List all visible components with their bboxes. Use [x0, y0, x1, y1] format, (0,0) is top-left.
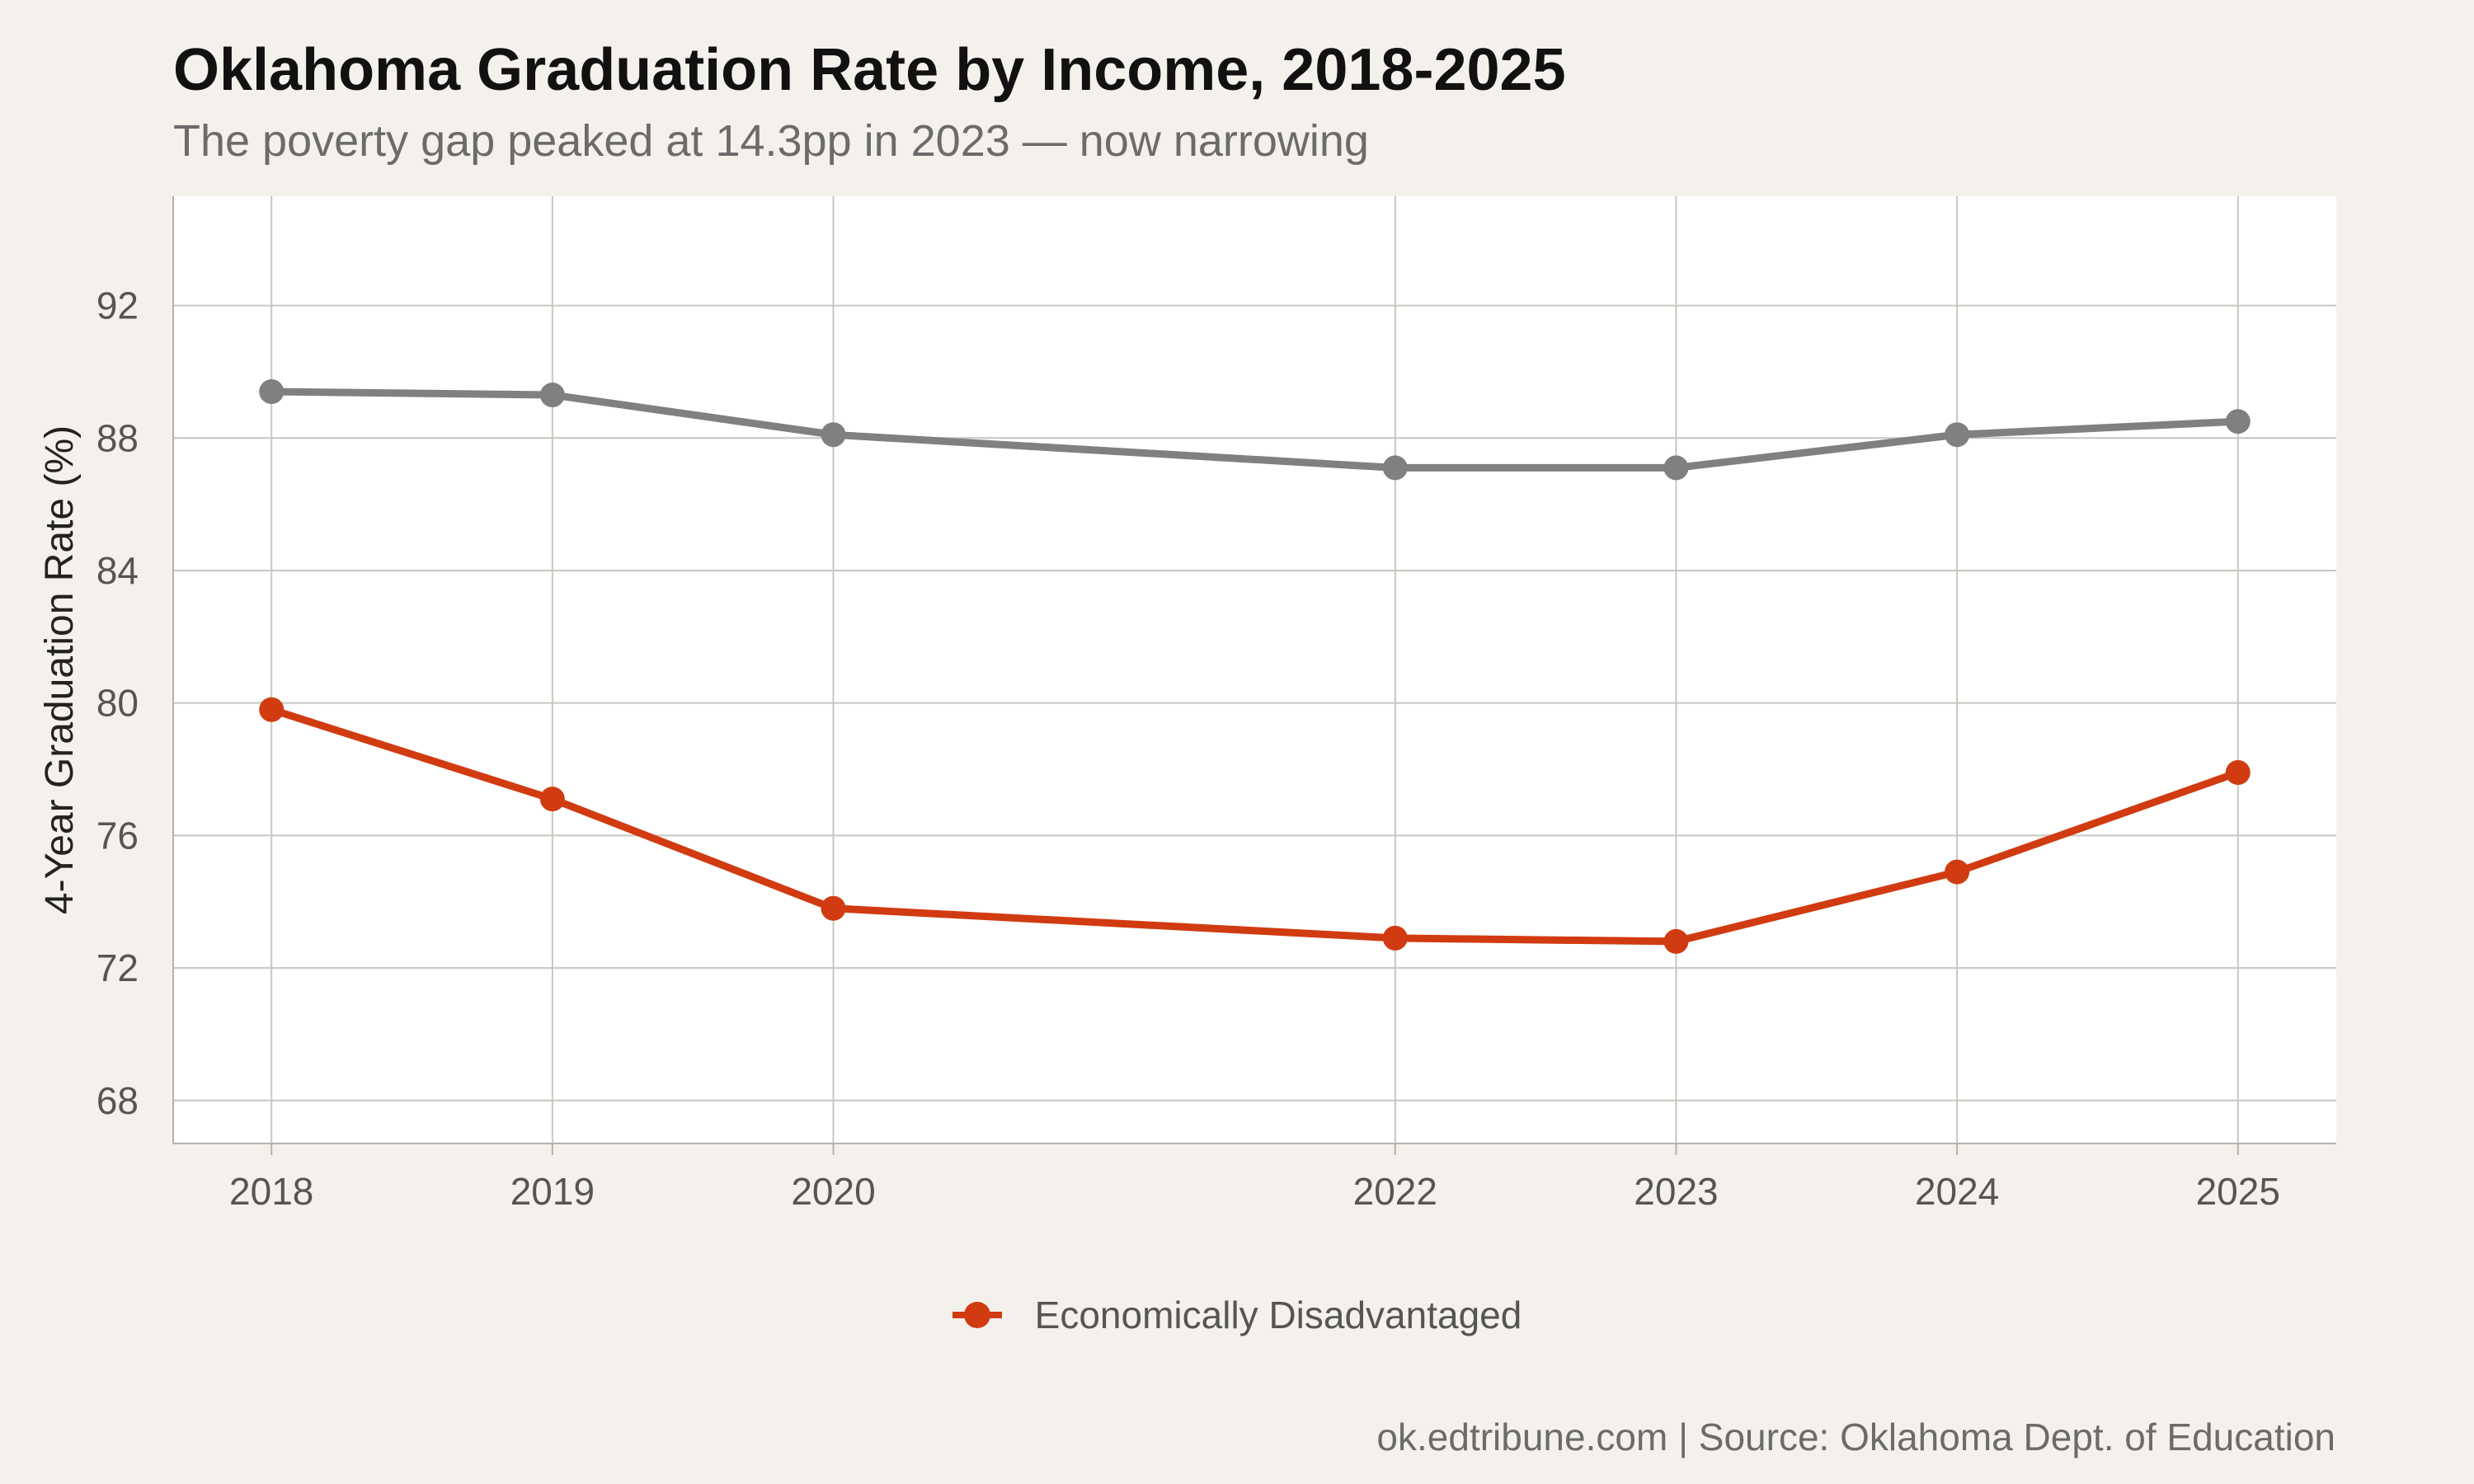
- y-tick-label: 72: [96, 946, 139, 989]
- legend-label: Economically Disadvantaged: [1034, 1294, 1522, 1336]
- legend-key-icon: [952, 1298, 1002, 1331]
- x-tick-label: 2024: [1915, 1170, 1999, 1213]
- data-point-1: [539, 787, 565, 812]
- y-tick-label: 92: [96, 284, 139, 327]
- chart-subtitle: The poverty gap peaked at 14.3pp in 2023…: [173, 116, 1369, 166]
- data-point-1: [259, 697, 285, 722]
- data-point-0: [259, 379, 285, 405]
- x-tick-label: 2020: [791, 1170, 875, 1213]
- data-point-0: [539, 383, 565, 408]
- x-tick-label: 2022: [1353, 1170, 1437, 1213]
- y-tick-label: 68: [96, 1079, 139, 1122]
- y-tick-label: 76: [96, 814, 139, 857]
- chart-caption: ok.edtribune.com | Source: Oklahoma Dept…: [1376, 1416, 2335, 1458]
- plot-background: [173, 196, 2336, 1144]
- data-point-1: [2225, 760, 2251, 786]
- y-tick-label: 84: [96, 549, 139, 592]
- data-point-1: [821, 895, 846, 921]
- data-point-1: [1382, 925, 1408, 951]
- y-tick-label: 80: [96, 682, 139, 725]
- y-axis-label: 4-Year Graduation Rate (%): [38, 425, 82, 914]
- data-point-1: [1663, 928, 1689, 954]
- legend-item-economically-disadvantaged: Economically Disadvantaged: [952, 1293, 1522, 1337]
- legend-key-dot: [963, 1302, 990, 1328]
- data-point-0: [1382, 455, 1408, 481]
- legend: Economically Disadvantaged: [0, 1293, 2474, 1337]
- x-tick-label: 2019: [510, 1170, 595, 1213]
- x-tick-label: 2025: [2196, 1170, 2280, 1213]
- data-point-0: [1663, 455, 1689, 481]
- x-tick-label: 2023: [1634, 1170, 1718, 1213]
- data-point-0: [1945, 422, 1970, 448]
- data-point-0: [2225, 409, 2251, 434]
- chart-title: Oklahoma Graduation Rate by Income, 2018…: [173, 37, 1566, 103]
- data-point-1: [1945, 859, 1970, 885]
- y-tick-label: 88: [96, 416, 139, 459]
- x-tick-label: 2018: [229, 1170, 313, 1213]
- data-point-0: [821, 422, 846, 448]
